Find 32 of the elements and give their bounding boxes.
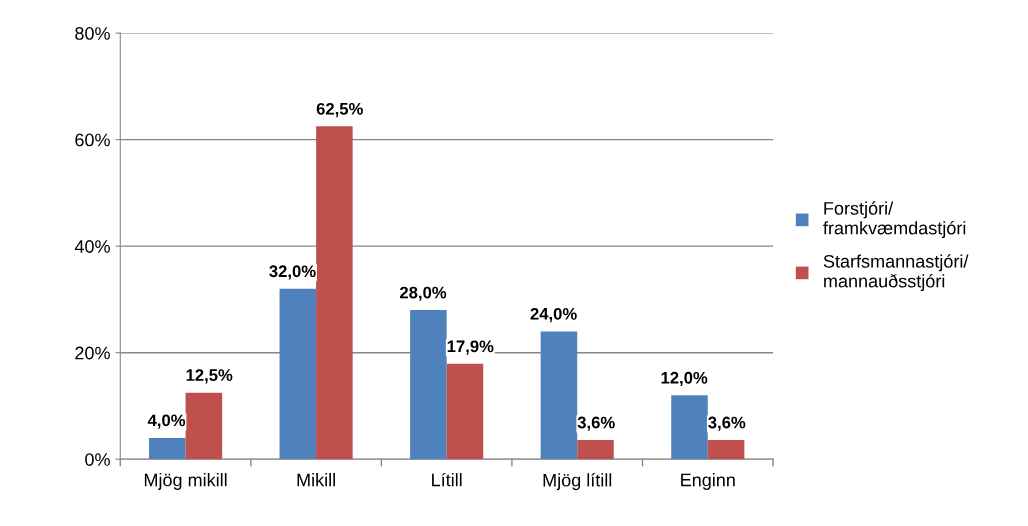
bar <box>316 126 353 460</box>
x-tick-label: Mjög lítill <box>543 473 612 491</box>
x-tick-label: Mikill <box>297 473 335 487</box>
legend-label: Forstjóri/ framkvæmdastjóri <box>823 201 966 239</box>
bar <box>149 437 186 460</box>
bar <box>410 310 447 460</box>
data-label: 4,0% <box>147 414 186 429</box>
y-tick-label: 80% <box>75 27 110 40</box>
bar <box>185 392 223 460</box>
y-tick-label: 60% <box>75 133 110 147</box>
y-tick-label: 20% <box>75 346 110 360</box>
data-label: 12,0% <box>661 371 708 387</box>
x-tick-label: Enginn <box>681 473 735 490</box>
bar <box>540 331 578 460</box>
y-tick-label: 0% <box>85 453 110 466</box>
data-label: 3,6% <box>708 416 746 431</box>
data-label: 24,0% <box>530 307 577 323</box>
x-tick-label: Lítill <box>432 472 462 487</box>
data-label: 32,0% <box>269 265 316 280</box>
legend-label: Starfsmannastjóri/ mannauðsstjóri <box>823 254 969 292</box>
bar <box>577 440 614 460</box>
data-label: 28,0% <box>399 286 447 301</box>
bar <box>707 440 745 460</box>
bar <box>279 288 317 460</box>
data-label: 17,9% <box>447 340 494 355</box>
data-label: 12,5% <box>186 369 233 384</box>
y-tick-label: 40% <box>74 240 110 253</box>
data-label: 3,6% <box>577 416 615 431</box>
bar <box>446 363 484 460</box>
bar <box>671 395 708 460</box>
x-tick-label: Mjög mikill <box>144 473 227 490</box>
data-label: 62,5% <box>316 102 363 118</box>
